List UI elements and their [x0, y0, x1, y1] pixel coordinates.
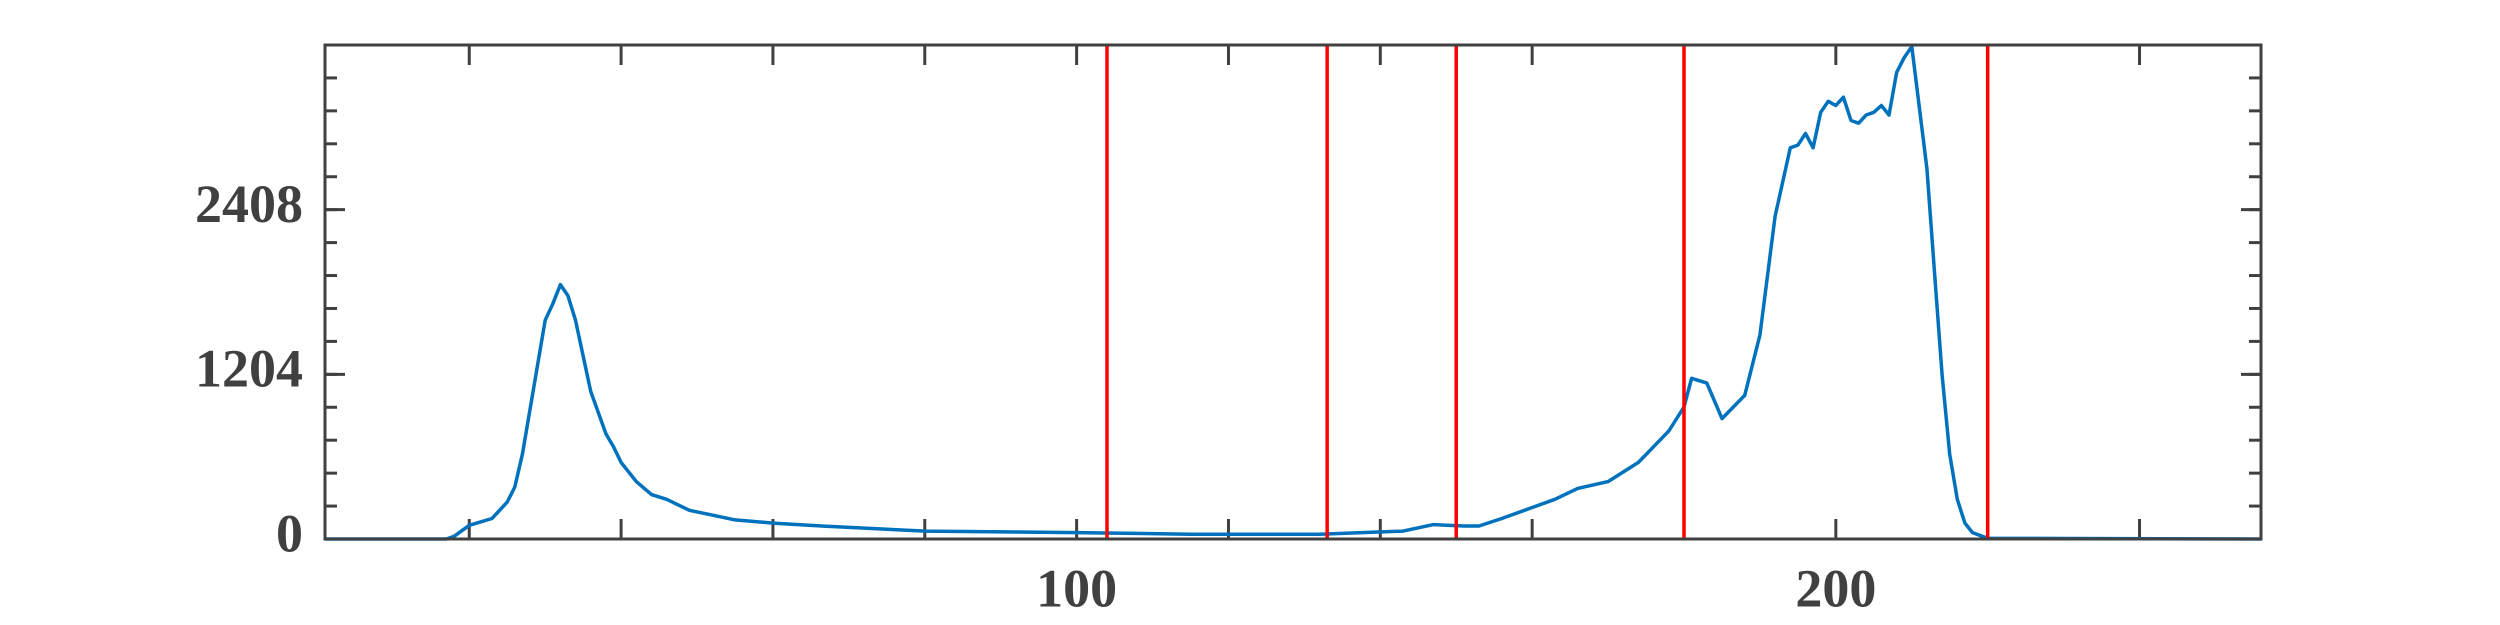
x-tick-label: 100: [1036, 558, 1117, 618]
y-tick-label: 1204: [195, 339, 303, 399]
data-line: [325, 44, 2262, 541]
y-tick-label: 2408: [195, 174, 303, 234]
plot-frame: [323, 43, 2263, 541]
y-tick-label: 0: [276, 503, 303, 563]
x-tick-label: 200: [1795, 558, 1876, 618]
